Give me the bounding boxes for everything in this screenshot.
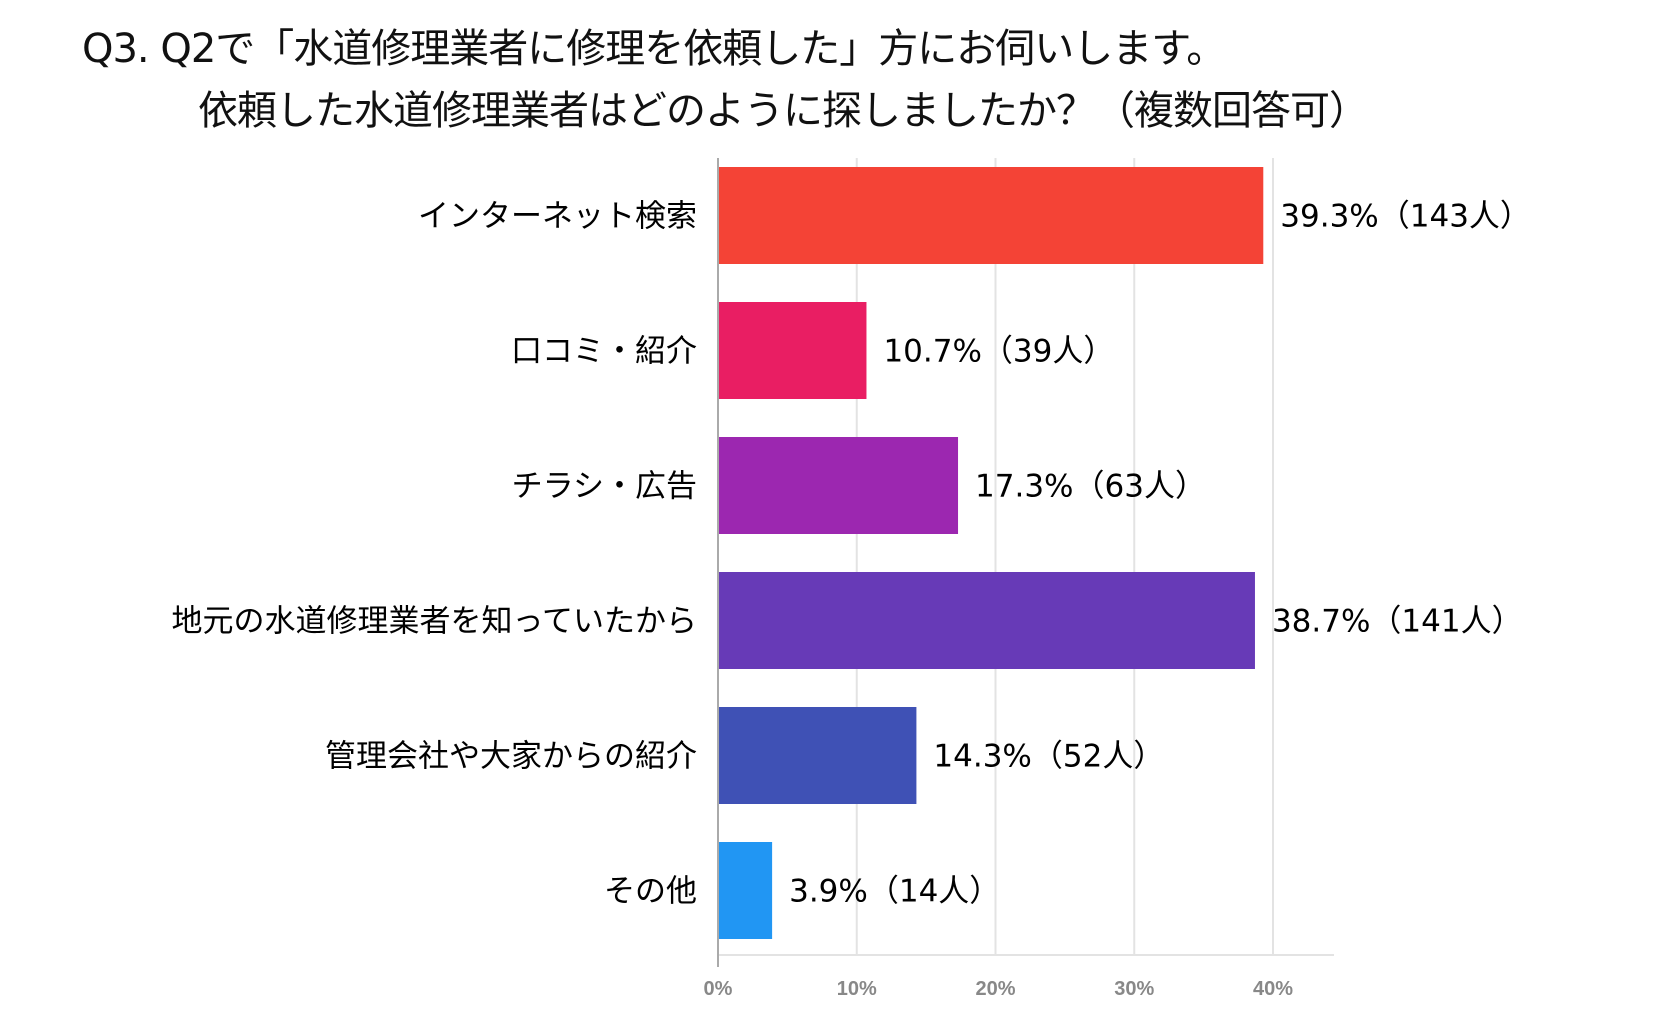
category-label: チラシ・広告 <box>512 469 697 505</box>
x-tick-label: 20% <box>975 978 1015 1000</box>
data-label: 14.3%（52人） <box>933 739 1164 775</box>
category-label: インターネット検索 <box>418 199 697 235</box>
category-label: 管理会社や大家からの紹介 <box>325 739 697 775</box>
bar <box>718 842 773 939</box>
x-tick-label: 0% <box>704 978 733 1000</box>
category-label: 口コミ・紹介 <box>511 334 697 370</box>
data-label: 39.3%（143人） <box>1280 199 1531 235</box>
data-label: 10.7%（39人） <box>883 334 1114 370</box>
chart-title-line-2: 依頼した水道修理業者はどのように探しましたか？（複数回答可） <box>198 88 1369 134</box>
bar <box>718 437 959 534</box>
x-tick-label: 40% <box>1253 978 1293 1000</box>
category-label: その他 <box>604 874 697 910</box>
chart-title-line-1: Q3. Q2で「水道修理業者に修理を依頼した」方にお伺いします。 <box>82 26 1226 72</box>
data-label: 3.9%（14人） <box>789 874 1000 910</box>
bar <box>718 302 867 399</box>
bar <box>718 707 917 804</box>
x-tick-label: 30% <box>1114 978 1154 1000</box>
bar <box>718 572 1255 669</box>
x-tick-label: 10% <box>837 978 877 1000</box>
data-label: 17.3%（63人） <box>975 469 1206 505</box>
bar <box>718 167 1264 264</box>
category-label: 地元の水道修理業者を知っていたから <box>172 604 697 640</box>
data-label: 38.7%（141人） <box>1272 604 1523 640</box>
